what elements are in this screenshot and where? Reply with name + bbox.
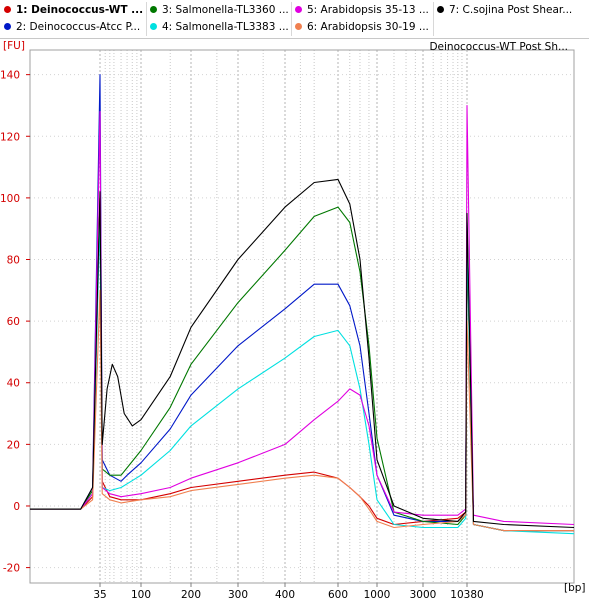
legend-label: 4: Salmonella-TL3383 ...	[162, 21, 289, 33]
legend-item-6[interactable]: 6: Arabidopsis 30-19 ...	[293, 19, 437, 36]
series-line-5	[30, 104, 575, 526]
legend-marker-icon	[295, 22, 302, 30]
y-tick-label: -20	[3, 563, 20, 575]
series-line-6	[30, 289, 574, 532]
y-tick-label: 0	[13, 501, 20, 513]
legend-marker-icon	[4, 5, 11, 13]
legend-separator	[291, 2, 292, 36]
x-tick-label: 400	[275, 589, 295, 601]
x-axis-label: [bp]	[564, 582, 586, 594]
y-tick-label: 20	[7, 439, 20, 451]
legend-item-7[interactable]: 7: C.sojina Post Shear...	[435, 2, 585, 19]
legend-item-1[interactable]: 1: Deinococcus-WT ...	[2, 2, 146, 19]
legend-marker-icon	[4, 22, 11, 30]
legend-separator	[146, 2, 147, 36]
legend-label: 1: Deinococcus-WT ...	[16, 4, 144, 16]
electropherogram-chart: -20 0 20 40 60 80 100 120 140 35 100 200 300 400 600 10…	[0, 40, 586, 601]
chart-title: Deinococcus-WT Post Sh...	[429, 41, 568, 53]
legend-label: 7: C.sojina Post Shear...	[449, 4, 573, 16]
legend-label: 5: Arabidopsis 35-13 ...	[307, 4, 429, 16]
y-axis-label: [FU]	[3, 40, 25, 52]
plot-border	[29, 49, 575, 584]
y-tick-label: 40	[7, 378, 20, 390]
plot-background	[30, 50, 574, 583]
legend-marker-icon	[150, 5, 157, 13]
x-tick-label: 300	[228, 589, 248, 601]
legend-item-3[interactable]: 3: Salmonella-TL3360 ...	[148, 2, 292, 19]
y-tick-label: 100	[0, 193, 20, 205]
legend-marker-icon	[437, 5, 444, 13]
legend: 1: Deinococcus-WT ... 2: Deinococcus-Atcc…	[0, 0, 589, 39]
y-tick-label: 60	[7, 316, 20, 328]
legend-item-5[interactable]: 5: Arabidopsis 35-13 ...	[293, 2, 437, 19]
series-line-7	[30, 178, 575, 529]
x-tick-label: 3000	[410, 589, 437, 601]
legend-label: 2: Deinococcus-Atcc P...	[16, 21, 141, 33]
y-tick-label: 80	[7, 255, 20, 267]
legend-label: 3: Salmonella-TL3360 ...	[162, 4, 289, 16]
x-tick-label: 10380	[450, 589, 483, 601]
x-tick-label: 600	[328, 589, 348, 601]
x-tick-label: 200	[181, 589, 201, 601]
legend-marker-icon	[150, 22, 157, 30]
x-tick-label: 100	[131, 589, 151, 601]
legend-item-4[interactable]: 4: Salmonella-TL3383 ...	[148, 19, 292, 36]
chart-area: -20 0 20 40 60 80 100 120 140 35 100 200 300 400 600 10…	[0, 38, 589, 603]
legend-marker-icon	[295, 5, 302, 13]
y-tick-label: 140	[0, 70, 20, 82]
x-tick-label: 35	[93, 589, 106, 601]
legend-item-2[interactable]: 2: Deinococcus-Atcc P...	[2, 19, 146, 36]
legend-label: 6: Arabidopsis 30-19 ...	[307, 21, 429, 33]
y-tick-label: 120	[0, 131, 20, 143]
legend-separator	[433, 2, 434, 36]
x-tick-label: 1000	[364, 589, 391, 601]
